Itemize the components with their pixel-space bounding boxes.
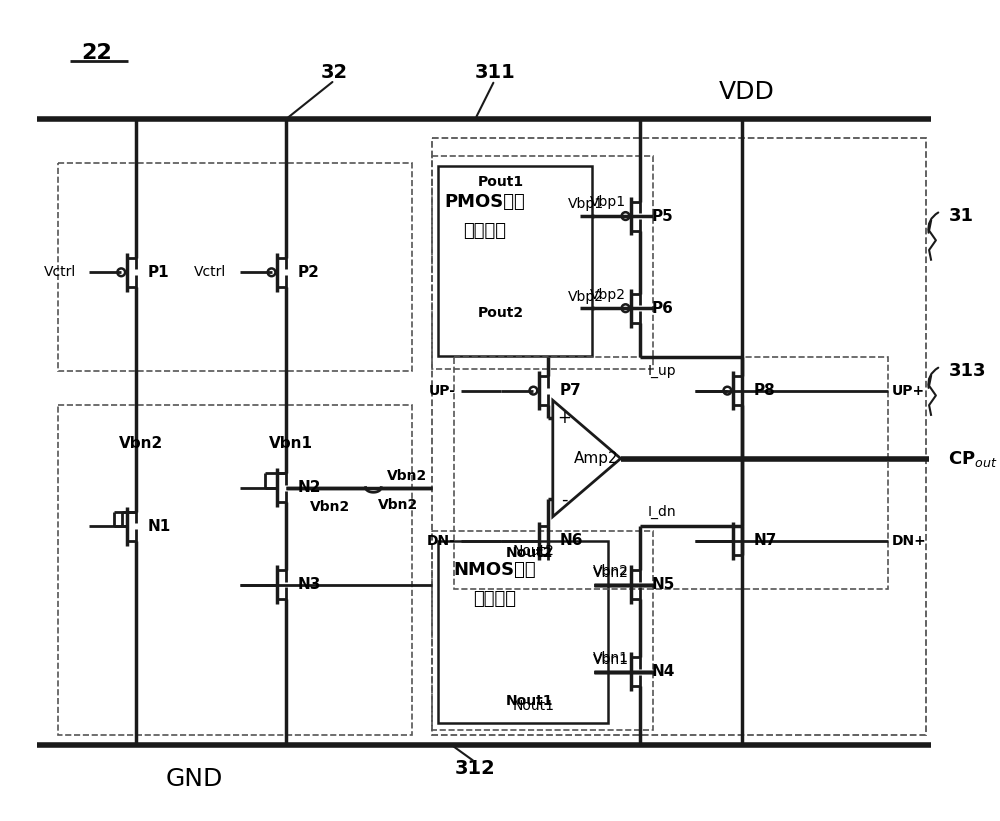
Text: Nout1: Nout1 xyxy=(505,694,553,708)
Text: Vbn2: Vbn2 xyxy=(593,564,629,578)
Text: PMOS镜像: PMOS镜像 xyxy=(445,192,525,210)
Text: +: + xyxy=(558,409,571,427)
Text: 311: 311 xyxy=(474,63,515,82)
Text: N7: N7 xyxy=(754,534,777,548)
Text: I_dn: I_dn xyxy=(648,505,676,519)
Text: Vctrl: Vctrl xyxy=(43,265,76,279)
Text: 32: 32 xyxy=(321,63,348,82)
Text: N6: N6 xyxy=(560,534,583,548)
Text: Vbn1: Vbn1 xyxy=(269,437,313,452)
Text: Vbn2: Vbn2 xyxy=(310,500,350,514)
Bar xyxy=(438,541,608,723)
Text: N3: N3 xyxy=(298,577,321,592)
Text: 313: 313 xyxy=(948,362,986,380)
Text: Vbn2: Vbn2 xyxy=(118,437,163,452)
Text: I_up: I_up xyxy=(648,365,676,378)
Text: GND: GND xyxy=(165,767,223,791)
Text: P1: P1 xyxy=(147,265,169,280)
Bar xyxy=(432,531,653,730)
Text: 22: 22 xyxy=(82,44,112,63)
Text: Amp2: Amp2 xyxy=(574,451,619,466)
Text: P8: P8 xyxy=(754,383,775,398)
Text: 31: 31 xyxy=(948,207,973,225)
Text: 偏置电路: 偏置电路 xyxy=(473,590,516,608)
Text: Vbn1: Vbn1 xyxy=(593,654,629,667)
Bar xyxy=(432,156,653,369)
Bar xyxy=(58,406,412,735)
Text: Pout2: Pout2 xyxy=(478,306,524,320)
Text: Vbp1: Vbp1 xyxy=(590,195,626,209)
Text: P7: P7 xyxy=(560,383,581,398)
Bar xyxy=(432,139,926,735)
Text: CP$_{out}$: CP$_{out}$ xyxy=(948,448,998,469)
Text: Vctrl: Vctrl xyxy=(194,265,226,279)
Text: P6: P6 xyxy=(652,300,674,316)
Text: Nout1: Nout1 xyxy=(513,699,555,713)
Text: P5: P5 xyxy=(652,209,673,223)
Text: Vbn2: Vbn2 xyxy=(593,566,629,580)
Text: Nout2: Nout2 xyxy=(505,546,553,560)
Text: 偏置电路: 偏置电路 xyxy=(463,222,506,240)
Text: DN+: DN+ xyxy=(892,534,927,548)
Text: Vbp1: Vbp1 xyxy=(568,197,604,212)
Text: N4: N4 xyxy=(652,664,675,679)
Bar xyxy=(438,166,592,355)
Bar xyxy=(454,356,888,589)
Text: UP+: UP+ xyxy=(892,383,925,397)
Text: N1: N1 xyxy=(147,519,171,534)
Text: Pout1: Pout1 xyxy=(478,175,524,189)
Bar xyxy=(58,163,412,371)
Text: Vbp2: Vbp2 xyxy=(590,287,626,301)
Text: -: - xyxy=(561,490,568,508)
Text: NMOS镜像: NMOS镜像 xyxy=(453,561,536,579)
Text: P2: P2 xyxy=(298,265,320,280)
Text: UP-: UP- xyxy=(429,383,456,397)
Text: Vbp2: Vbp2 xyxy=(568,290,604,304)
Text: 312: 312 xyxy=(455,759,496,778)
Text: N2: N2 xyxy=(298,480,321,495)
Text: DN-: DN- xyxy=(427,534,456,548)
Text: Nout2: Nout2 xyxy=(513,544,555,557)
Text: Vbn1: Vbn1 xyxy=(593,651,629,665)
Text: VDD: VDD xyxy=(719,80,775,104)
Text: N5: N5 xyxy=(652,577,675,592)
Text: Vbn2: Vbn2 xyxy=(387,469,427,483)
Text: Vbn2: Vbn2 xyxy=(378,498,418,512)
